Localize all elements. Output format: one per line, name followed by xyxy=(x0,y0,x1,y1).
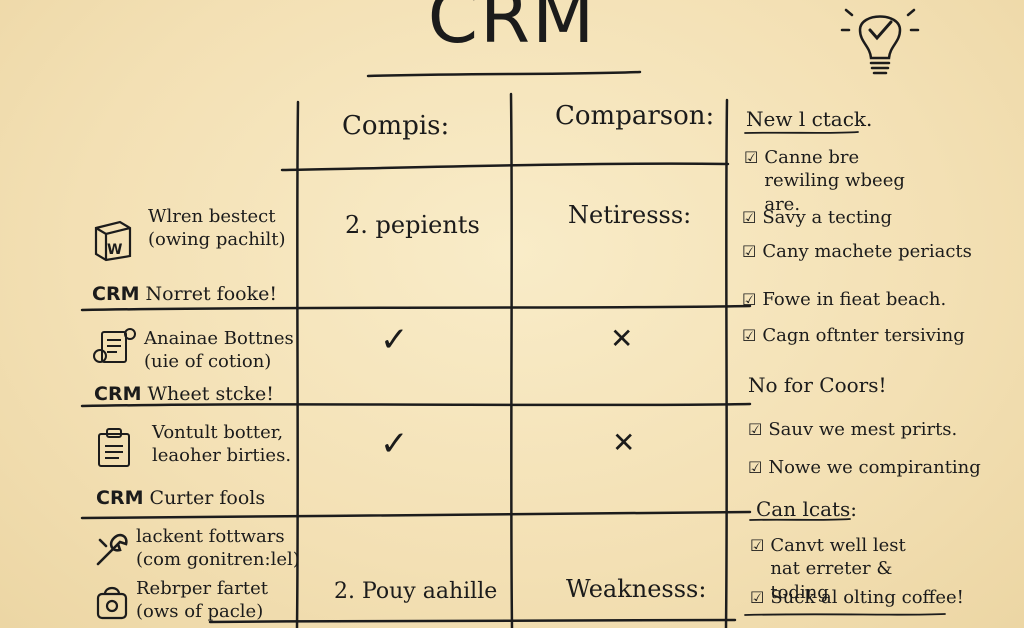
cell-text: 2. Pouy aahille xyxy=(334,579,498,604)
section-heading: Can lcats: xyxy=(756,497,858,521)
bag-icon xyxy=(96,586,128,620)
checklist-item: ☑ Nowe we compiranting xyxy=(748,456,981,479)
row-label: lackent fottwars (com gonitren:lel) xyxy=(136,526,300,571)
row-label: Vontult botter, leaoher birties. xyxy=(152,422,291,467)
row-label-line1: Vontult botter, xyxy=(152,422,284,443)
checklist-item-text: Sauv we mest prirts. xyxy=(768,419,958,440)
checklist-item-text: Cagn oftnter tersiving xyxy=(762,325,965,346)
cell-text: Weaknesss: xyxy=(566,575,707,603)
row-label-line2: (com gonitren:lel) xyxy=(136,548,300,570)
checklist-item-text: Nowe we compiranting xyxy=(768,457,981,478)
checklist-item-text: Suck al olting coffee! xyxy=(770,587,964,608)
crm-prefix: CRM xyxy=(96,487,144,509)
row-label-line1: Anainae Bottnes xyxy=(144,328,294,349)
crm-text: Wheet stcke! xyxy=(147,383,274,405)
wrench-icon xyxy=(96,533,128,566)
crm-prefix: CRM xyxy=(94,383,142,405)
checkbox-icon: ☑ xyxy=(742,208,757,227)
check-mark: ✓ xyxy=(380,320,409,360)
cross-mark: ✕ xyxy=(612,426,636,459)
row-label-line2: (ows of pacle) xyxy=(136,600,264,622)
row-label-line2: (uie of cotion) xyxy=(144,350,272,372)
clipboard-icon xyxy=(98,428,130,467)
checkbox-icon: ☑ xyxy=(742,290,757,309)
crm-note: CRM Wheet stcke! xyxy=(94,384,274,405)
crm-note: CRM Curter fools xyxy=(96,488,265,509)
checklist-item-text: Savy a tecting xyxy=(762,207,892,228)
checkbox-icon: ☑ xyxy=(750,588,765,607)
crm-note: CRM Norret fooke! xyxy=(92,284,277,305)
checklist-item: ☑ Canvt well lest nat erreter & toding xyxy=(750,534,940,604)
title-underline xyxy=(366,70,642,78)
checklist-item: ☑ Savy a tecting xyxy=(742,206,892,229)
svg-text:W: W xyxy=(107,242,122,258)
checklist-item: ☑ Cany machete periacts xyxy=(742,240,972,263)
lightbulb-check-icon xyxy=(840,8,920,75)
row-label-line1: Wlren bestect xyxy=(148,206,276,227)
checkbox-icon: ☑ xyxy=(742,326,757,345)
section-heading: No for Coors! xyxy=(748,373,887,397)
checklist-item: ☑ Suck al olting coffee! xyxy=(750,586,964,609)
cell-text: 2. pepients xyxy=(345,211,480,239)
checklist-item-text: Canvt well lest nat erreter & toding xyxy=(770,535,906,603)
cross-mark: ✕ xyxy=(610,322,634,355)
crm-text: Norret fooke! xyxy=(145,283,277,305)
cell-text: Netiresss: xyxy=(568,201,692,229)
crm-prefix: CRM xyxy=(92,283,140,305)
section-heading: New l ctack. xyxy=(746,107,873,131)
row-label: Wlren bestect (owing pachilt) xyxy=(148,206,286,251)
check-mark: ✓ xyxy=(380,424,409,464)
checkbox-icon: ☑ xyxy=(748,458,763,477)
checklist-item: ☑ Sauv we mest prirts. xyxy=(748,418,957,441)
gear-document-icon xyxy=(93,328,136,363)
column-header-comparison: Comparson: xyxy=(555,101,715,131)
page-title: CRM xyxy=(427,0,597,59)
row-label-line1: Rebrper fartet xyxy=(136,578,268,599)
checklist-item-text: Fowe in fieat beach. xyxy=(762,289,947,310)
checkbox-icon: ☑ xyxy=(748,420,763,439)
column-header-compis: Compis: xyxy=(342,111,450,141)
checklist-item: ☑ Cagn oftnter tersiving xyxy=(742,324,965,347)
row-label-line2: leaoher birties. xyxy=(152,444,292,466)
checkbox-icon: ☑ xyxy=(744,148,759,167)
checklist-item-text: Canne bre rewiling wbeeg are. xyxy=(764,147,905,215)
box-w-icon: W xyxy=(94,220,132,262)
checkbox-icon: ☑ xyxy=(742,242,757,261)
row-label: Rebrper fartet (ows of pacle) xyxy=(136,578,268,623)
row-label-line2: (owing pachilt) xyxy=(148,228,286,250)
checklist-item: ☑ Canne bre rewiling wbeeg are. xyxy=(744,146,924,216)
row-label: Anainae Bottnes (uie of cotion) xyxy=(144,328,294,373)
checklist-item: ☑ Fowe in fieat beach. xyxy=(742,288,946,311)
checkbox-icon: ☑ xyxy=(750,536,765,555)
row-label-line1: lackent fottwars xyxy=(136,526,285,547)
crm-text: Curter fools xyxy=(149,487,266,509)
checklist-item-text: Cany machete periacts xyxy=(762,241,972,262)
